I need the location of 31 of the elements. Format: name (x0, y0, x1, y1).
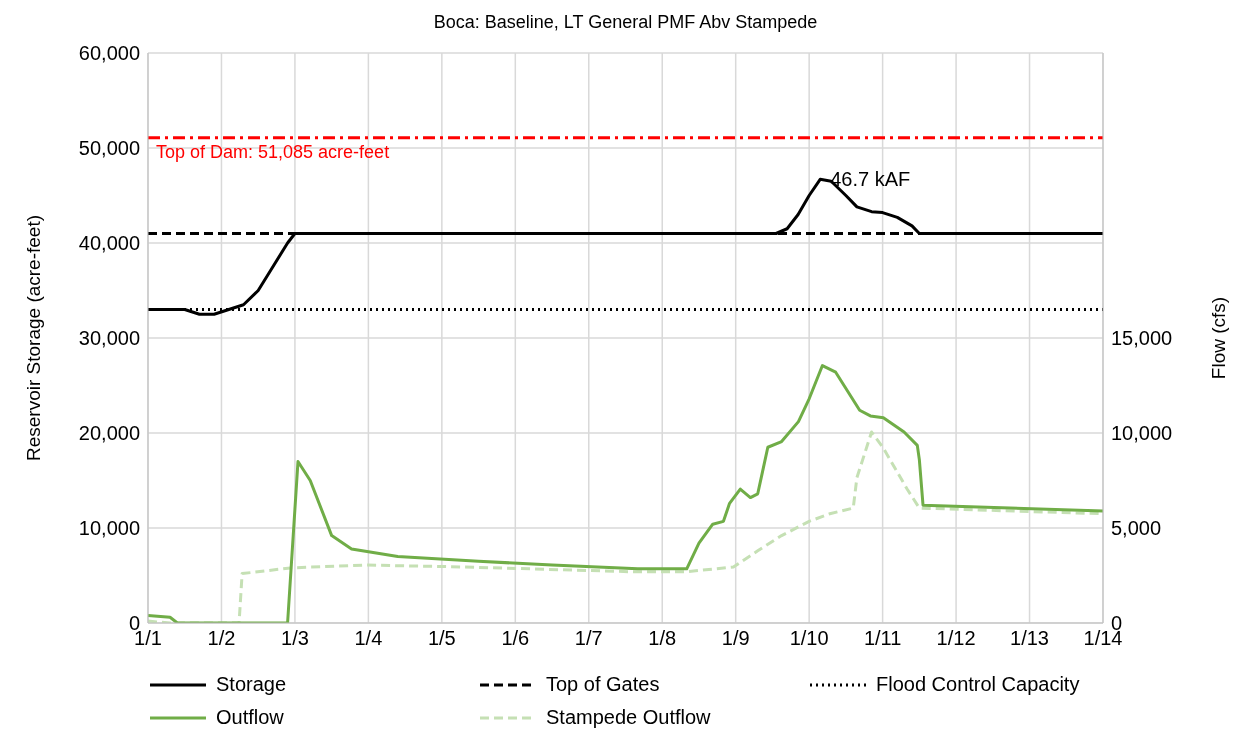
y-tick-label: 10,000 (78, 517, 140, 540)
x-tick-label: 1/8 (648, 627, 677, 650)
y2-tick-label: 10,000 (1111, 422, 1173, 445)
legend-label: Stampede Outflow (546, 706, 711, 729)
x-tick-label: 1/12 (936, 627, 976, 650)
y-tick-label: 30,000 (78, 327, 140, 350)
x-tick-label: 1/9 (721, 627, 750, 650)
legend-label: Top of Gates (546, 673, 660, 696)
x-tick-label: 1/4 (354, 627, 383, 650)
y2-axis-title: Flow (cfs) (1207, 296, 1229, 380)
y-tick-label: 40,000 (78, 232, 140, 255)
annotation: 46.7 kAF (830, 168, 911, 191)
legend-label: Flood Control Capacity (876, 673, 1080, 696)
x-tick-label: 1/10 (789, 627, 829, 650)
ref-line-label: Top of Dam: 51,085 acre-feet (156, 142, 390, 163)
legend-label: Storage (216, 673, 287, 696)
legend-label: Outflow (216, 706, 284, 729)
x-tick-label: 1/5 (427, 627, 456, 650)
y2-tick-label: 5,000 (1111, 517, 1162, 540)
x-tick-label: 1/6 (501, 627, 530, 650)
y2-tick-label: 15,000 (1111, 327, 1173, 350)
x-tick-label: 1/3 (281, 627, 309, 650)
chart-title: Boca: Baseline, LT General PMF Abv Stampede (432, 12, 819, 33)
x-tick-label: 1/2 (207, 627, 236, 650)
x-tick-label: 1/13 (1010, 627, 1050, 650)
x-tick-label: 1/11 (863, 627, 902, 650)
x-tick-label: 1/7 (574, 627, 603, 650)
y-tick-label: 50,000 (78, 137, 140, 160)
y-axis-title: Reservoir Storage (acre-feet) (22, 214, 44, 462)
y-tick-label: 60,000 (78, 42, 140, 65)
y-tick-label: 20,000 (78, 422, 140, 445)
